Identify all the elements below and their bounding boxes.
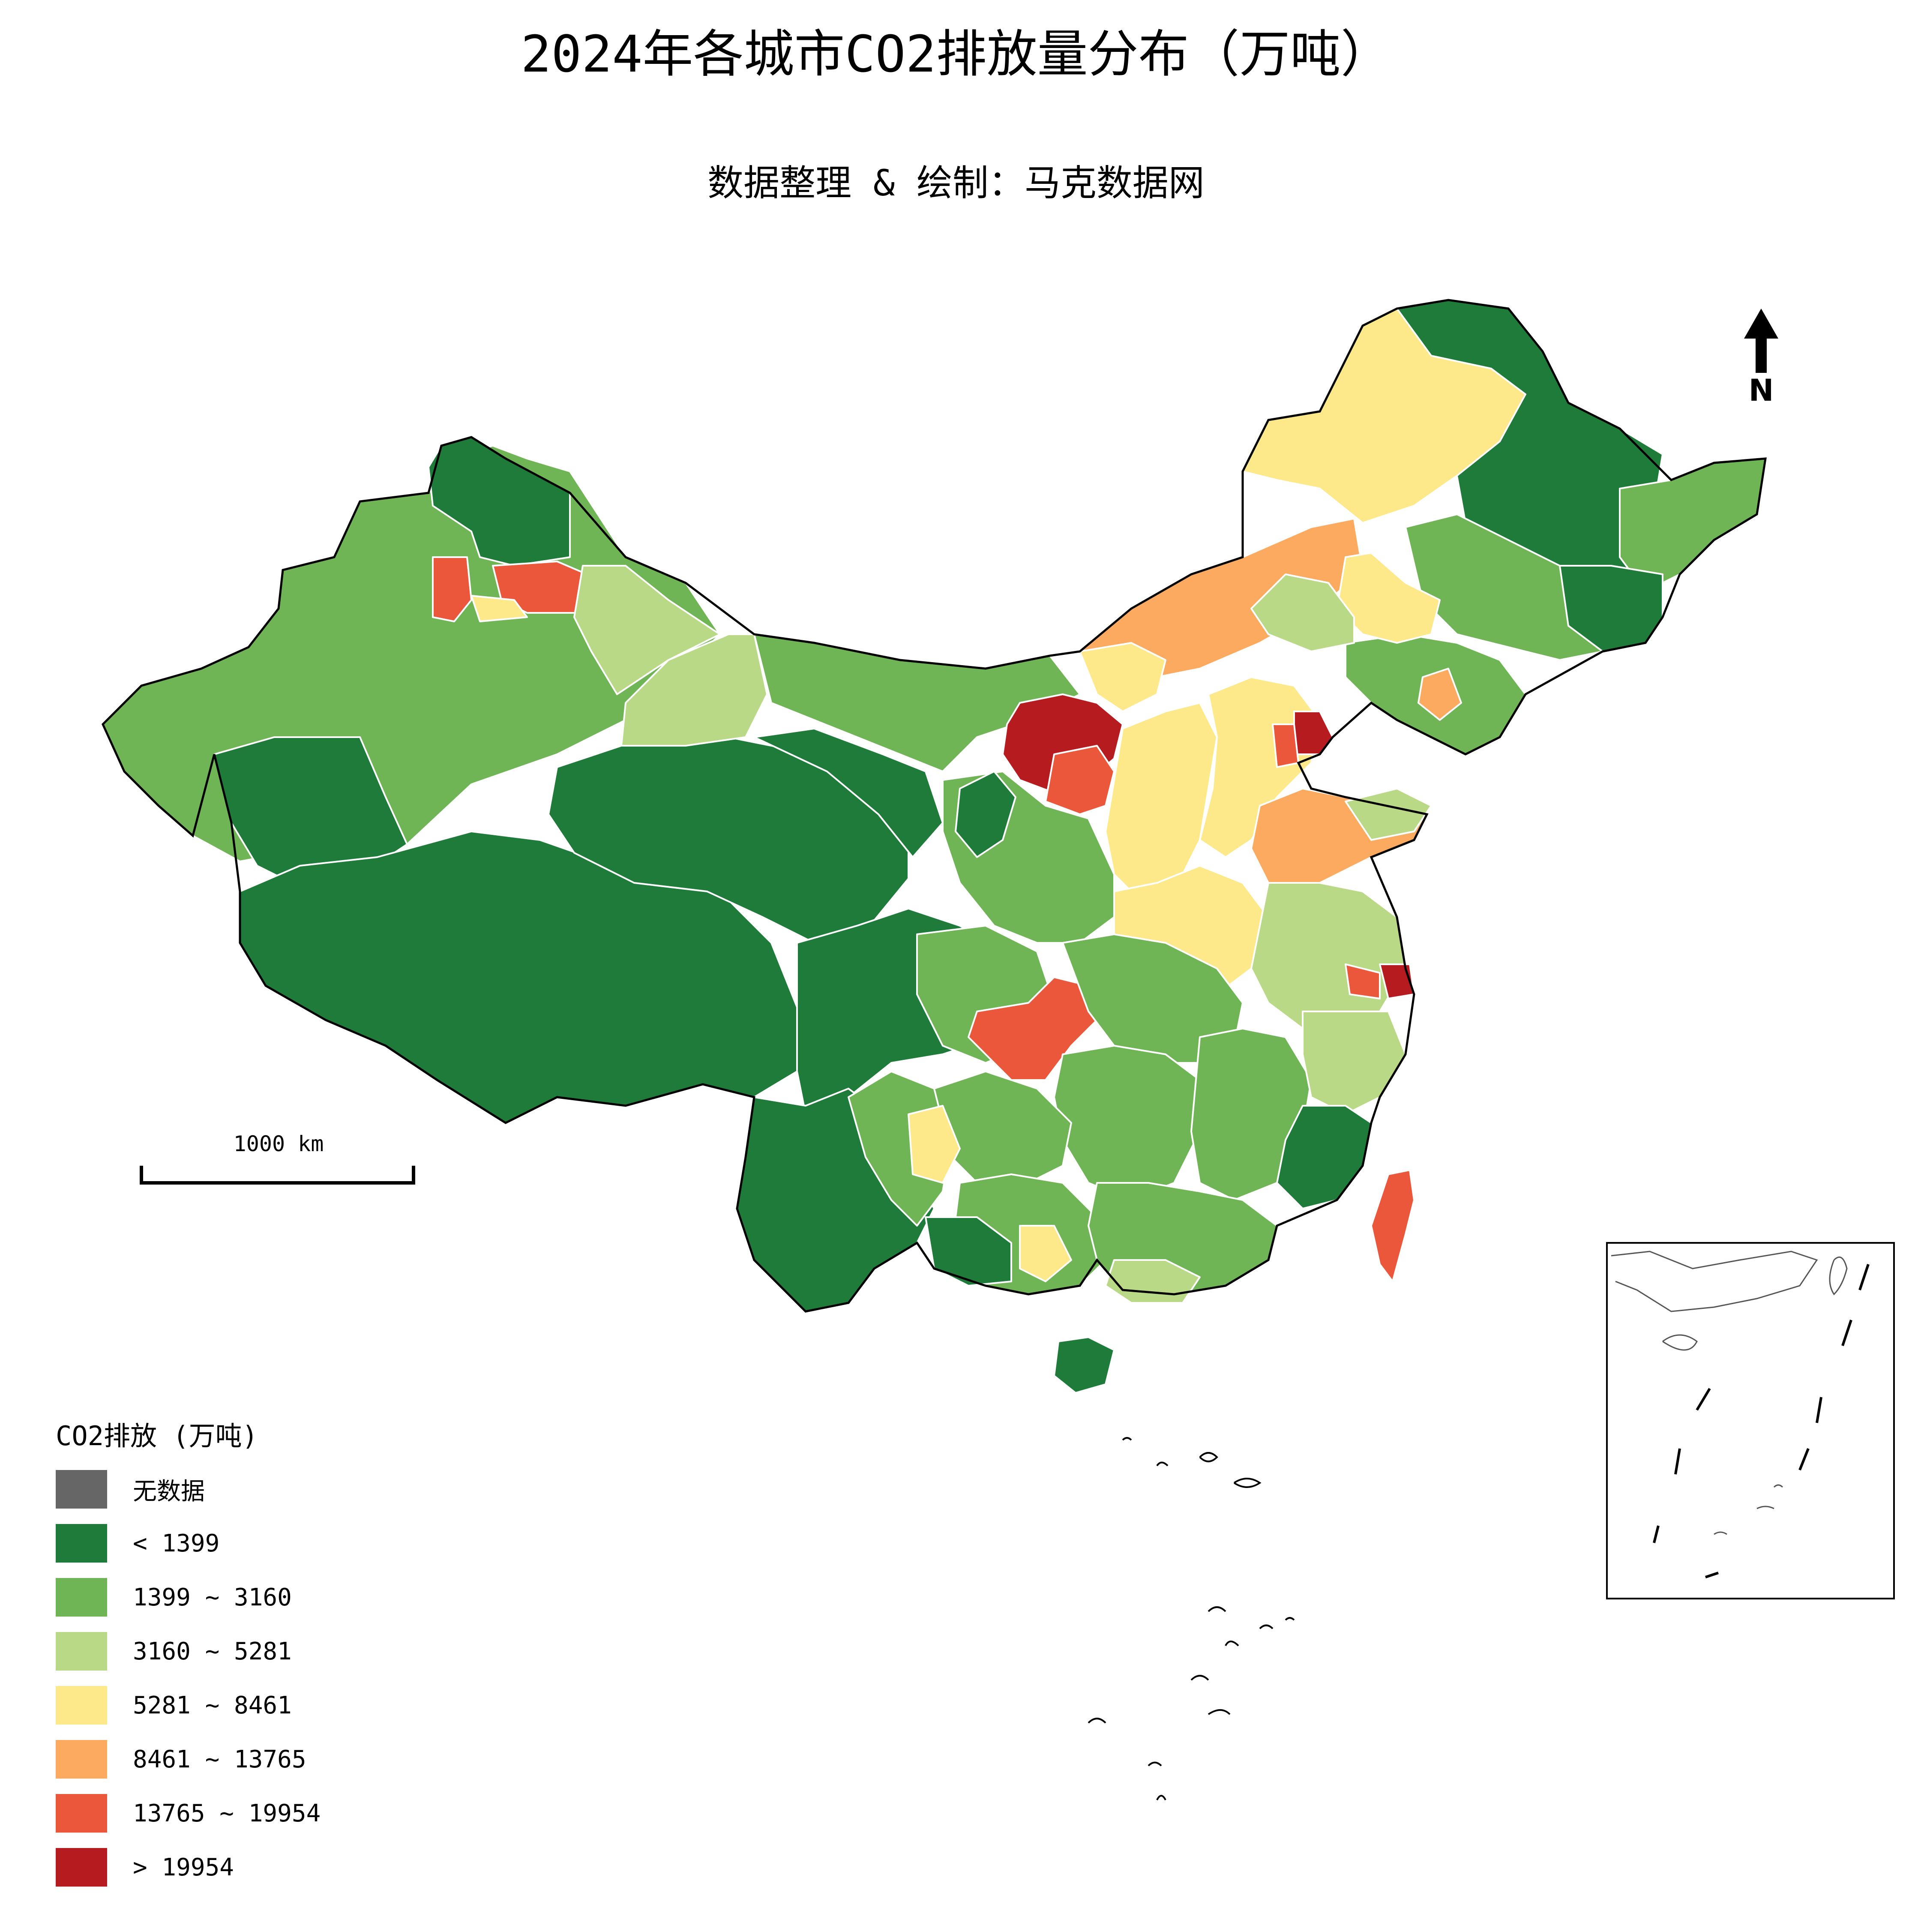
north-arrow-icon — [1744, 309, 1778, 373]
legend-item: > 19954 — [56, 1848, 321, 1887]
south-sea-islands — [1088, 1437, 1295, 1800]
scale-bar-label: 1000 km — [233, 1131, 324, 1156]
region-tongliao — [1250, 573, 1355, 652]
legend-swatch — [56, 1686, 107, 1725]
scale-bar — [140, 1166, 415, 1185]
legend-swatch — [56, 1848, 107, 1887]
region-jiangsu-anhui — [1250, 882, 1406, 1029]
legend-title: CO2排放 (万吨) — [56, 1420, 258, 1452]
legend-label: 5281 ~ 8461 — [133, 1691, 292, 1719]
north-arrow-label: N — [1748, 373, 1774, 408]
legend-item: 8461 ~ 13765 — [56, 1740, 321, 1779]
region-baotou — [1079, 642, 1166, 712]
legend-swatch — [56, 1794, 107, 1833]
legend-item: < 1399 — [56, 1524, 321, 1563]
region-liuzhou — [1019, 1225, 1072, 1282]
region-tangshan — [1293, 711, 1334, 755]
region-suzhou — [1345, 963, 1381, 999]
legend-label: 13765 ~ 19954 — [133, 1799, 321, 1827]
legend-swatch — [56, 1740, 107, 1779]
region-gansu-west — [620, 633, 768, 747]
region-guizhou — [933, 1071, 1072, 1192]
legend-label: > 19954 — [133, 1853, 234, 1881]
legend-label: < 1399 — [133, 1529, 220, 1557]
legend-label: 3160 ~ 5281 — [133, 1637, 292, 1665]
region-shenyang — [1418, 668, 1462, 721]
region-hainan — [1053, 1336, 1115, 1394]
region-liupanshui — [908, 1105, 961, 1184]
legend-label: 8461 ~ 13765 — [133, 1745, 306, 1773]
legend-items: 无数据 < 1399 1399 ~ 3160 3160 ~ 5281 5281 ~ 84… — [56, 1470, 321, 1887]
legend-swatch — [56, 1470, 107, 1509]
region-taiwan — [1370, 1169, 1415, 1282]
legend-item: 1399 ~ 3160 — [56, 1578, 321, 1617]
region-shanxi — [1105, 702, 1218, 901]
legend-item: 无数据 — [56, 1470, 321, 1509]
region-karamay — [432, 556, 472, 622]
region-hunan — [1053, 1045, 1201, 1201]
legend-label: 无数据 — [133, 1477, 205, 1506]
region-tianjin — [1272, 723, 1299, 768]
legend-swatch — [56, 1524, 107, 1563]
map-title: 2024年各城市CO2排放量分布（万吨） — [521, 24, 1391, 84]
legend-item: 3160 ~ 5281 — [56, 1632, 321, 1671]
region-ningxia — [955, 771, 1016, 858]
legend-swatch — [56, 1578, 107, 1617]
inset-map — [1606, 1242, 1895, 1599]
region-turpan — [471, 595, 528, 622]
legend-label: 1399 ~ 3160 — [133, 1583, 292, 1611]
region-zhejiang — [1302, 1011, 1406, 1115]
legend-item: 13765 ~ 19954 — [56, 1794, 321, 1833]
legend-swatch — [56, 1632, 107, 1671]
region-yulin — [1045, 745, 1115, 815]
region-guangdong-south — [1105, 1259, 1201, 1304]
legend: CO2排放 (万吨) 无数据 < 1399 1399 ~ 3160 3160 ~ 52… — [56, 1414, 321, 1902]
legend-item: 5281 ~ 8461 — [56, 1686, 321, 1725]
map-subtitle: 数据整理 & 绘制：马克数据网 — [707, 162, 1205, 204]
country-outline — [102, 299, 1767, 1313]
